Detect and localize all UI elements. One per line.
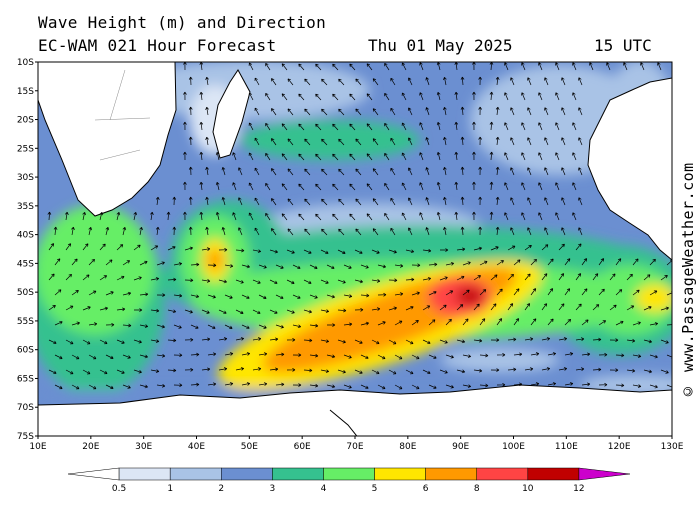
lat-label: 25S (17, 144, 34, 154)
lon-label: 130E (661, 442, 684, 452)
lat-label: 75S (17, 432, 34, 442)
lat-label: 50S (17, 288, 34, 298)
lon-label: 110E (555, 442, 578, 452)
lon-label: 40E (188, 442, 205, 452)
lat-label: 45S (17, 259, 34, 269)
legend-label: 0.5 (112, 484, 126, 494)
legend-label: 4 (321, 484, 327, 494)
legend-swatch (221, 467, 273, 481)
wave-field (38, 62, 672, 436)
legend-swatch (272, 467, 324, 481)
lat-label: 65S (17, 374, 34, 384)
lon-label: 60E (294, 442, 311, 452)
legend-label: 12 (573, 484, 584, 494)
forecast-time: 15 UTC (594, 36, 652, 55)
lat-label: 60S (17, 346, 34, 356)
legend-label: 2 (218, 484, 224, 494)
legend-swatch (527, 467, 580, 481)
australia-landmass (587, 77, 672, 261)
legend-swatch (425, 467, 477, 481)
legend-swatch (169, 467, 222, 481)
legend-label: 3 (269, 484, 275, 494)
lat-label: 55S (17, 317, 34, 327)
legend-swatch (323, 467, 375, 481)
lat-label: 20S (17, 116, 34, 126)
lon-label: 120E (608, 442, 631, 452)
lon-label: 10E (29, 442, 46, 452)
antarctica-landmass (38, 384, 672, 436)
longitude-axis: 10E 20E 30E 40E 50E 60E 70E 80E 90E 100E 110E 120E 1… (29, 436, 684, 452)
lon-label: 100E (502, 442, 525, 452)
lat-label: 10S (17, 58, 34, 68)
lon-label: 50E (241, 442, 258, 452)
lon-label: 30E (135, 442, 152, 452)
forecast-date: Thu 01 May 2025 (368, 36, 513, 55)
africa-landmass (38, 62, 177, 217)
lat-label: 30S (17, 173, 34, 183)
legend-label: 5 (372, 484, 378, 494)
legend-label: 1 (167, 484, 173, 494)
legend-swatch (118, 467, 171, 481)
lon-label: 20E (82, 442, 99, 452)
lat-label: 15S (17, 87, 34, 97)
forecast-model: EC-WAM 021 Hour Forecast (38, 36, 277, 55)
madagascar-landmass (212, 69, 251, 159)
legend-bar: 0.5 1 2 3 4 5 6 8 10 12 (67, 467, 631, 494)
lat-label: 40S (17, 231, 34, 241)
lon-label: 90E (452, 442, 469, 452)
legend-label: 8 (474, 484, 480, 494)
direction-arrows (47, 62, 672, 390)
legend-label: 6 (423, 484, 429, 494)
lon-label: 70E (346, 442, 363, 452)
legend-swatch (578, 467, 631, 481)
lat-label: 70S (17, 403, 34, 413)
legend-label: 10 (522, 484, 534, 494)
lat-label: 35S (17, 202, 34, 212)
legend-swatch (374, 467, 426, 481)
latitude-axis: 10S 15S 20S 25S 30S 35S 40S 45S 50S 55S 60S 65S 70S 7… (17, 58, 38, 442)
legend-swatch (67, 467, 120, 481)
copyright-text: © www.PassageWeather.com (679, 162, 697, 400)
legend-swatch (476, 467, 529, 481)
map-title: Wave Height (m) and Direction (38, 13, 327, 32)
lon-label: 80E (399, 442, 416, 452)
